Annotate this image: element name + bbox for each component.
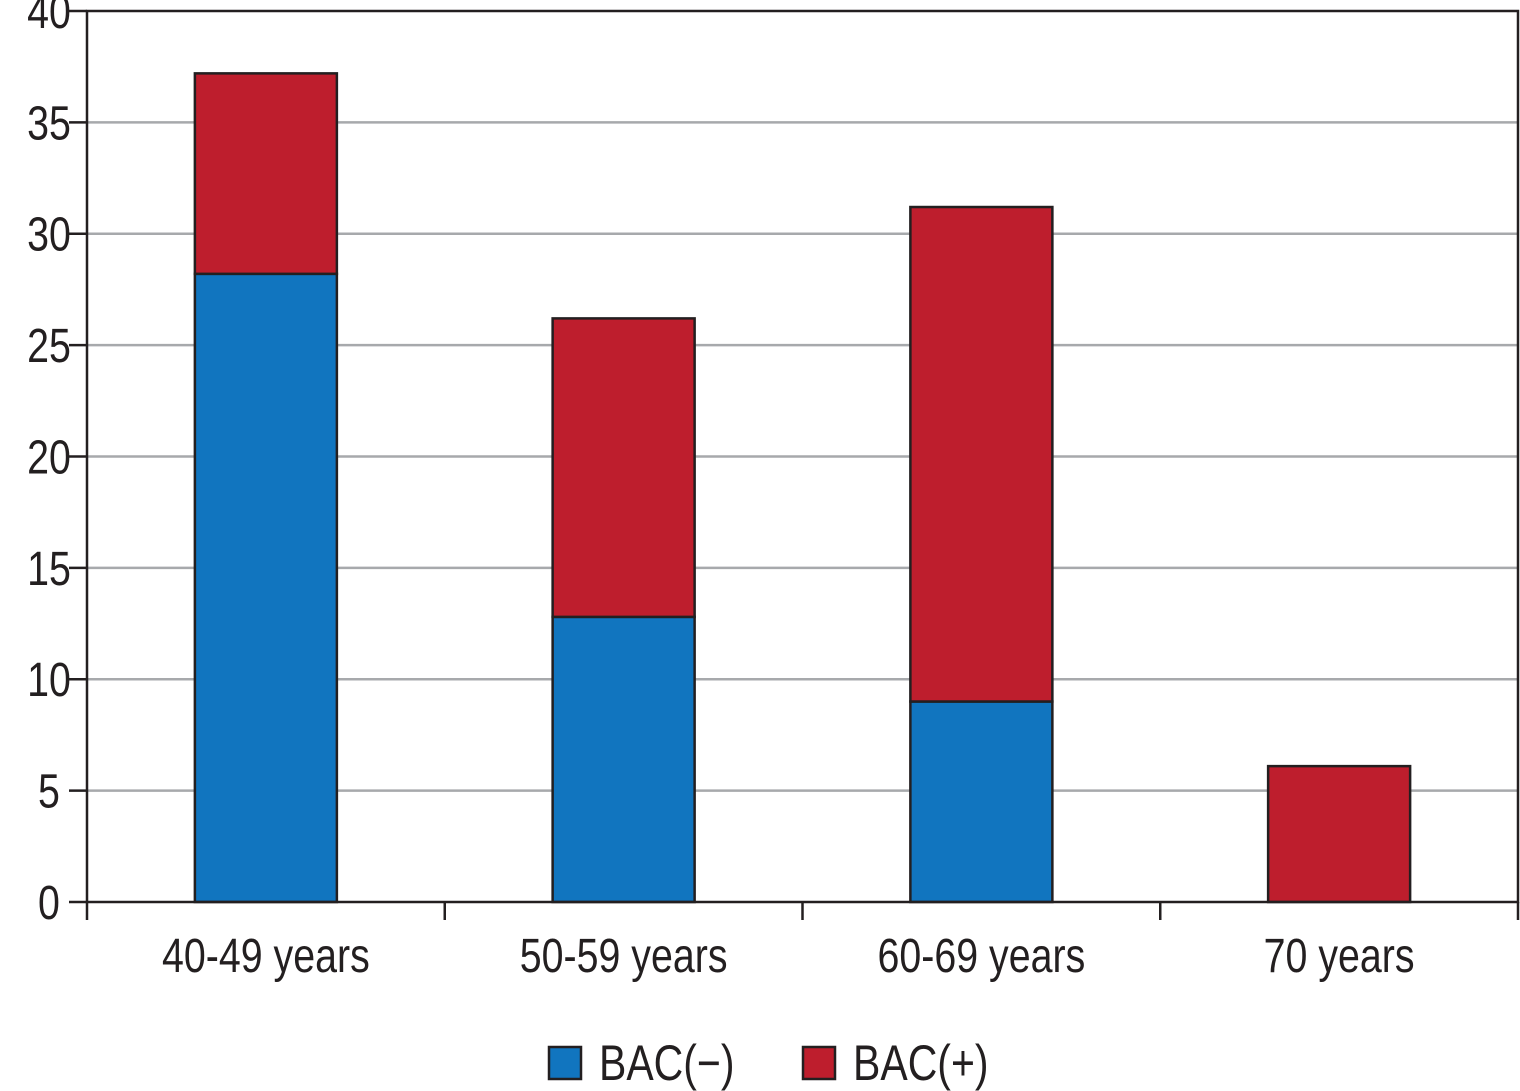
y-tick-label: 25 xyxy=(27,319,71,373)
bar-segment-bac-pos xyxy=(551,317,696,619)
x-tick-label: 70 years xyxy=(1264,929,1415,983)
legend-swatch xyxy=(801,1045,837,1081)
bar-segment-bac-pos xyxy=(909,205,1054,703)
y-tick-label: 30 xyxy=(27,208,71,262)
x-tick-label: 40-49 years xyxy=(162,929,370,983)
bar-segment-bac-pos xyxy=(193,72,339,276)
legend-label: BAC(+) xyxy=(853,1035,989,1091)
legend-item-bac-pos: BAC(+) xyxy=(801,1035,989,1091)
y-tick-label: 20 xyxy=(27,431,71,485)
y-tick-label: 10 xyxy=(27,654,71,708)
y-tick-label: 5 xyxy=(38,765,60,819)
bar-segment-bac-neg xyxy=(551,615,696,904)
x-tick-label: 60-69 years xyxy=(877,929,1085,983)
y-tick-label: 40 xyxy=(27,0,71,39)
bar-segment-bac-pos xyxy=(1266,764,1412,904)
x-tick-label: 50-59 years xyxy=(520,929,728,983)
bar-segment-bac-neg xyxy=(193,272,339,904)
y-tick-label: 0 xyxy=(38,876,60,930)
y-tick-label: 15 xyxy=(27,542,71,596)
y-tick-label: 35 xyxy=(27,97,71,151)
legend-label: BAC(−) xyxy=(599,1035,735,1091)
legend-swatch xyxy=(547,1045,583,1081)
axes: 0 5 10 15 20 25 30 35 40 40-49 years 50-59 years 60… xyxy=(27,0,1520,983)
legend: BAC(−) BAC(+) xyxy=(547,1035,989,1091)
bars xyxy=(193,72,1412,904)
legend-item-bac-neg: BAC(−) xyxy=(547,1035,735,1091)
bar-segment-bac-neg xyxy=(909,700,1054,904)
